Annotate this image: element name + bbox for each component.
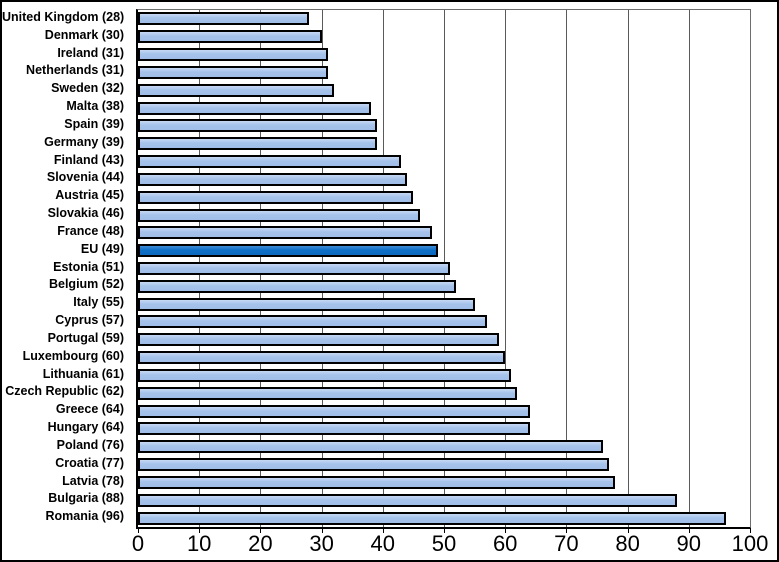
category-label: Greece (64) (55, 402, 124, 417)
bar (138, 101, 371, 115)
bar (138, 12, 309, 26)
category-label: Spain (39) (64, 116, 124, 131)
bar (138, 333, 499, 347)
category-label: United Kingdom (28) (2, 10, 125, 24)
x-axis-label: 40 (370, 531, 396, 556)
bar (138, 137, 377, 151)
bar (138, 48, 328, 62)
category-label: Belgium (52) (48, 277, 124, 292)
bar (138, 262, 450, 275)
category-label: Bulgaria (88) (48, 491, 124, 506)
bar (138, 208, 420, 222)
category-label: Estonia (51) (53, 259, 124, 274)
gridline (688, 10, 690, 527)
bar (138, 440, 603, 454)
x-axis-label: 100 (731, 531, 769, 556)
plot-area (136, 9, 751, 529)
axis-tick (138, 528, 139, 533)
gridline (627, 10, 629, 527)
bar (138, 172, 407, 186)
bar (138, 422, 530, 436)
category-label: Portugal (59) (47, 330, 124, 345)
x-axis-label: 50 (431, 531, 457, 556)
bar (138, 458, 609, 472)
bar (138, 226, 432, 240)
gridline (566, 10, 568, 527)
bar (138, 475, 615, 489)
category-label: Malta (38) (66, 99, 124, 114)
axis-tick (688, 528, 690, 533)
bar (138, 404, 530, 418)
bar (138, 351, 505, 365)
bar-highlight (138, 244, 438, 258)
axis-tick (321, 528, 323, 533)
x-axis-label: 60 (492, 531, 518, 556)
bar (138, 511, 726, 525)
bar (138, 119, 377, 133)
category-label: Czech Republic (62) (5, 384, 124, 399)
bar (138, 155, 401, 169)
axis-tick (444, 528, 445, 533)
bar (138, 493, 677, 507)
x-axis-label: 0 (131, 531, 145, 556)
category-label: Austria (45) (55, 188, 124, 203)
category-label: Poland (76) (56, 437, 124, 452)
category-label: Lithuania (61) (42, 366, 124, 381)
category-label: Italy (55) (73, 295, 124, 310)
category-label: Cyprus (57) (55, 313, 124, 328)
category-label: Slovakia (46) (47, 206, 124, 221)
x-axis-label: 90 (676, 531, 702, 556)
bar (138, 65, 328, 79)
x-axis-label: 70 (554, 531, 579, 556)
x-axis-label: 20 (248, 531, 273, 556)
x-axis-label: 30 (309, 531, 334, 556)
axis-tick (627, 528, 629, 533)
category-label: Denmark (30) (44, 27, 124, 42)
category-label: Finland (43) (53, 152, 124, 167)
bar (138, 83, 334, 97)
category-label: Netherlands (31) (26, 63, 124, 78)
axis-tick (199, 528, 201, 533)
axis-tick (750, 528, 751, 533)
axis-tick (382, 528, 384, 533)
category-label: Hungary (64) (47, 420, 124, 435)
category-label: Slovenia (44) (46, 170, 124, 185)
bar (138, 30, 322, 44)
bar (138, 279, 456, 293)
category-label: Sweden (32) (51, 81, 124, 96)
category-label: Germany (39) (44, 134, 124, 149)
category-label: Luxembourg (60) (22, 348, 124, 363)
category-label: France (48) (57, 223, 124, 238)
x-axis-label: 10 (186, 531, 212, 556)
axis-tick (566, 528, 568, 533)
bar (138, 297, 475, 311)
x-axis-label: 80 (615, 531, 640, 556)
category-label: Croatia (77) (55, 455, 124, 470)
axis-tick (505, 528, 507, 533)
bar (138, 386, 517, 400)
category-label: Ireland (31) (57, 45, 124, 60)
category-label: EU (49) (80, 241, 124, 256)
bar (138, 190, 413, 204)
gridline (505, 10, 507, 527)
category-label: Latvia (78) (62, 473, 124, 488)
bar (138, 368, 511, 382)
bar (138, 315, 487, 329)
category-label: Romania (96) (45, 509, 125, 524)
axis-tick (260, 528, 262, 533)
